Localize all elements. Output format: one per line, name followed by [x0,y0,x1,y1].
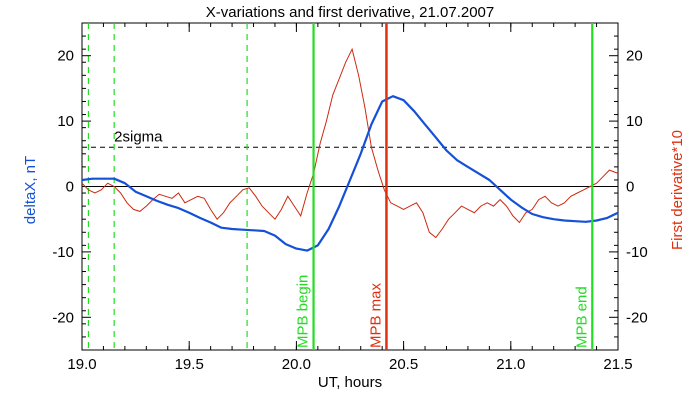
x-tick-label: 20.0 [282,356,311,373]
mpb-marker-label-1: MPB begin [295,275,312,348]
x-tick-label: 20.5 [389,356,418,373]
y-tick-label-right: -20 [626,309,648,326]
sigma-label: 2sigma [114,128,163,145]
x-tick-label: 19.5 [175,356,204,373]
y-tick-label-right: -10 [626,244,648,261]
y-tick-label-left: 20 [57,48,74,65]
x-axis-label: UT, hours [318,374,382,391]
y-axis-label-left: deltaX, nT [22,156,39,224]
mpb-marker-label-3: MPB end [573,286,590,348]
y-tick-label-right: 10 [626,113,643,130]
x-tick-label: 21.5 [603,356,632,373]
x-tick-label: 19.0 [67,356,96,373]
x-tick-label: 21.0 [496,356,525,373]
deltax-series-line [82,96,618,250]
y-tick-label-left: -10 [52,244,74,261]
y-tick-label-right: 0 [626,179,634,196]
y-axis-label-right: First derivative*10 [669,130,686,250]
y-tick-label-right: 20 [626,48,643,65]
plot-layer: 2sigma 19.0 19.5 20.0 20.5 21.0 21.5 -20 -20 -10 -… [52,23,647,373]
mpb-marker-label-2: MPB max [367,282,384,348]
y-tick-label-left: 0 [66,179,74,196]
chart-title: X-variations and first derivative, 21.07… [206,4,495,21]
y-tick-label-left: 10 [57,113,74,130]
y-tick-label-left: -20 [52,309,74,326]
